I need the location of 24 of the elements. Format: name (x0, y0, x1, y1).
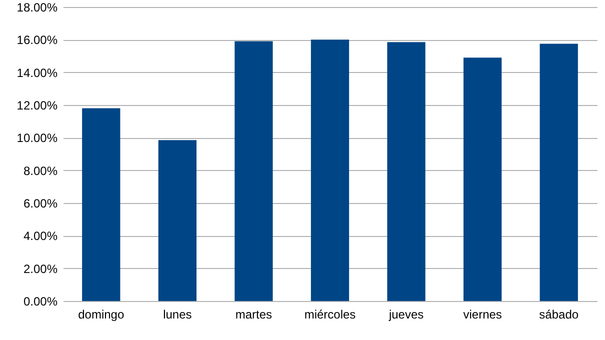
y-tick-label: 12.00% (16, 98, 58, 112)
y-tick-label: 10.00% (16, 131, 58, 146)
x-tick-label: domingo (78, 308, 124, 322)
x-tick-label: martes (235, 308, 272, 322)
y-tick-label: 16.00% (16, 33, 58, 48)
y-tick-label: 0.00% (23, 294, 58, 308)
y-tick-label: 6.00% (23, 196, 58, 210)
y-tick-label: 2.00% (23, 262, 58, 276)
bar (82, 108, 120, 301)
bar (234, 41, 273, 301)
x-tick-label: jueves (388, 308, 424, 322)
bar (540, 44, 578, 301)
bar (158, 140, 196, 301)
bar (310, 40, 350, 301)
y-tick-label: 18.00% (16, 0, 58, 14)
x-tick-label: viernes (463, 308, 502, 322)
y-tick-label: 8.00% (23, 164, 58, 178)
x-tick-label: miércoles (304, 308, 356, 322)
bar (387, 42, 426, 301)
y-tick-label: 4.00% (23, 229, 58, 244)
x-tick-label: lunes (163, 308, 192, 322)
bar (464, 58, 502, 301)
x-tick-label: sábado (539, 308, 579, 322)
y-tick-label: 14.00% (16, 66, 58, 80)
